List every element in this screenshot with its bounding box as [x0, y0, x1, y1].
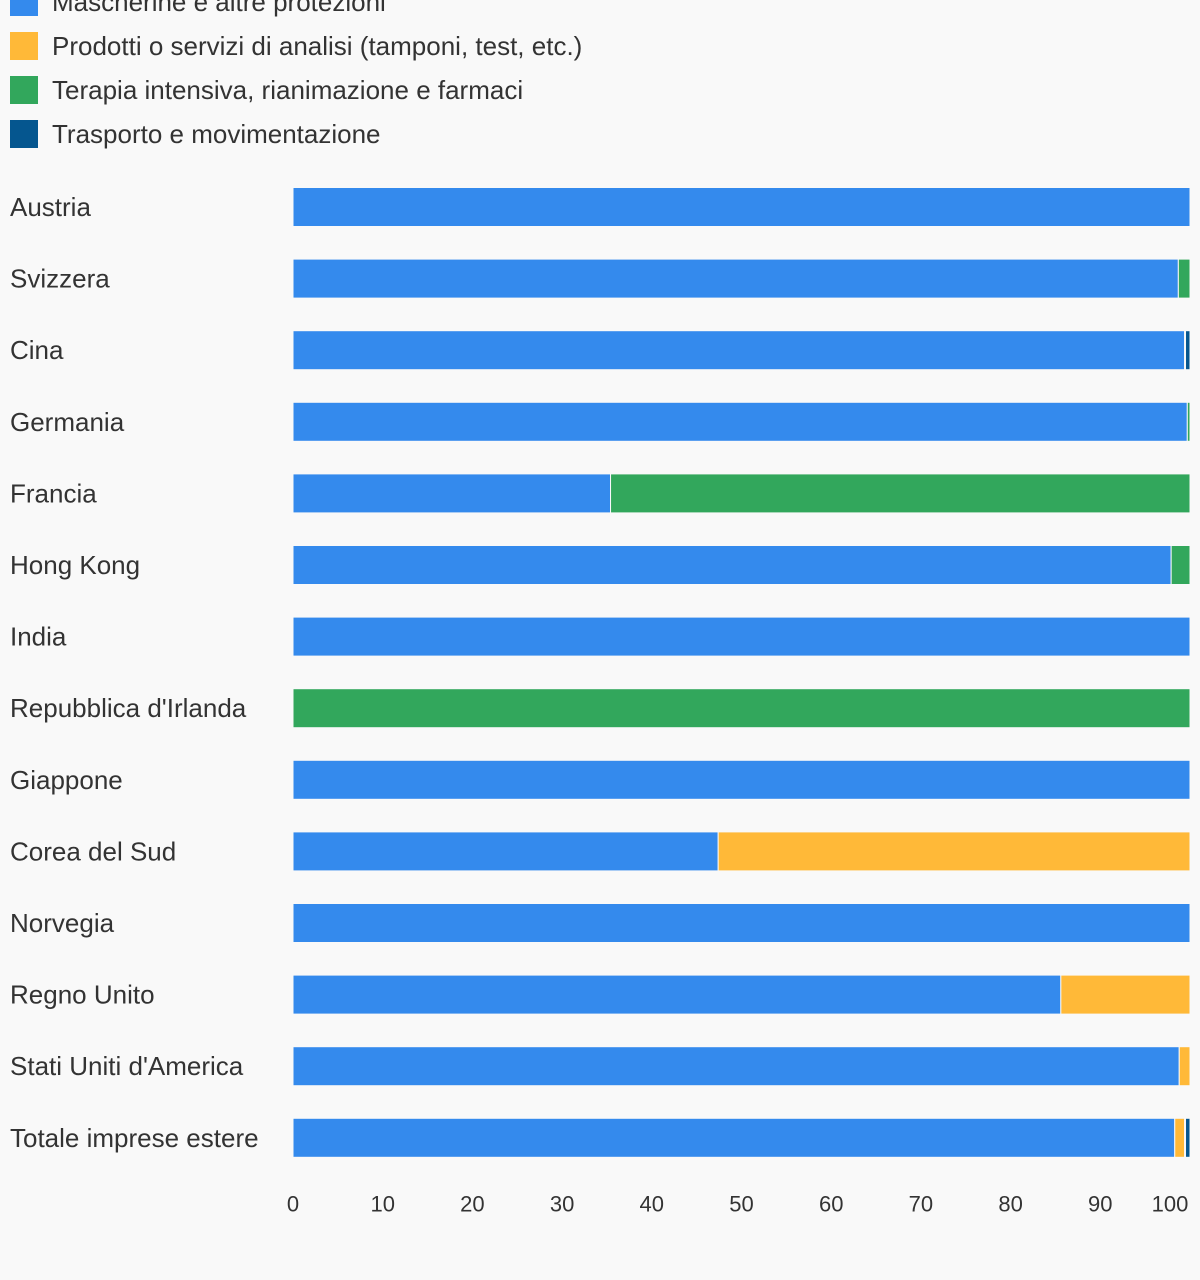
- category-label-hong-kong: Hong Kong: [10, 550, 140, 580]
- bar-hong-kong-series-1[interactable]: [292, 545, 1172, 585]
- bar-corea-del-sud-series-1[interactable]: [292, 831, 719, 872]
- bars: [292, 187, 1191, 1158]
- legend-label-3[interactable]: Terapia intensiva, rianimazione e farmac…: [52, 75, 523, 105]
- category-label-regno-unito: Regno Unito: [10, 980, 155, 1010]
- x-axis: 0 10 20 30 40 50 60 70 80 90 100: [287, 1192, 1188, 1217]
- x-tick-label-40: 40: [640, 1192, 664, 1217]
- bar-cina-series-1[interactable]: [292, 330, 1186, 371]
- bar-svizzera-series-3[interactable]: [1177, 258, 1191, 299]
- bar-regno-unito-series-2[interactable]: [1060, 974, 1191, 1015]
- bar-germania-series-3[interactable]: [1186, 401, 1191, 442]
- category-label-totale-imprese-estere: Totale imprese estere: [10, 1123, 259, 1153]
- category-label-cina: Cina: [10, 335, 64, 365]
- bar-austria-series-1[interactable]: [292, 187, 1191, 227]
- legend-label-2[interactable]: Prodotti o servizi di analisi (tamponi, …: [52, 31, 582, 61]
- bar-india-series-1[interactable]: [292, 616, 1191, 657]
- x-tick-label-30: 30: [550, 1192, 574, 1217]
- bar-cina-series-4[interactable]: [1185, 330, 1191, 371]
- category-label-repubblica-d-irlanda: Repubblica d'Irlanda: [10, 693, 247, 723]
- legend-label-4[interactable]: Trasporto e movimentazione: [52, 119, 381, 149]
- category-label-india: India: [10, 622, 67, 652]
- x-tick-label-90: 90: [1088, 1192, 1112, 1217]
- legend: Mascherine e altre protezioni Prodotti o …: [10, 0, 582, 149]
- bar-totale-imprese-estere-series-4[interactable]: [1185, 1117, 1191, 1158]
- x-tick-label-20: 20: [460, 1192, 484, 1217]
- bar-norvegia-series-1[interactable]: [292, 903, 1191, 943]
- category-label-germania: Germania: [10, 407, 125, 437]
- category-label-francia: Francia: [10, 478, 97, 508]
- legend-label-1[interactable]: Mascherine e altre protezioni: [52, 0, 386, 17]
- bar-giappone-series-1[interactable]: [292, 759, 1191, 800]
- category-label-norvegia: Norvegia: [10, 908, 115, 938]
- x-tick-label-0: 0: [287, 1192, 299, 1217]
- bar-francia-series-3[interactable]: [610, 473, 1191, 514]
- category-label-austria: Austria: [10, 192, 91, 222]
- bar-francia-series-1[interactable]: [292, 473, 612, 514]
- legend-swatch-4: [10, 120, 38, 148]
- legend-swatch-3: [10, 76, 38, 104]
- bar-svizzera-series-1[interactable]: [292, 258, 1179, 299]
- category-label-corea-del-sud: Corea del Sud: [10, 836, 176, 866]
- x-tick-label-60: 60: [819, 1192, 843, 1217]
- x-tick-label-70: 70: [909, 1192, 933, 1217]
- x-tick-label-80: 80: [998, 1192, 1022, 1217]
- bar-corea-del-sud-series-2[interactable]: [717, 831, 1191, 872]
- category-label-svizzera: Svizzera: [10, 264, 110, 294]
- legend-swatch-1: [10, 0, 38, 16]
- x-tick-label-10: 10: [370, 1192, 394, 1217]
- legend-swatch-2: [10, 32, 38, 60]
- bar-totale-imprese-estere-series-2[interactable]: [1174, 1117, 1186, 1158]
- category-label-giappone: Giappone: [10, 765, 123, 795]
- bar-stati-uniti-d-america-series-2[interactable]: [1178, 1046, 1191, 1087]
- bar-germania-series-1[interactable]: [292, 401, 1188, 442]
- bar-repubblica-d-irlanda-series-3[interactable]: [292, 688, 1191, 729]
- bar-totale-imprese-estere-series-1[interactable]: [292, 1117, 1176, 1158]
- bar-hong-kong-series-3[interactable]: [1170, 545, 1191, 585]
- x-tick-label-100: 100: [1152, 1192, 1189, 1217]
- category-labels: Austria Svizzera Cina Germania Francia Hong K…: [10, 192, 259, 1153]
- bar-regno-unito-series-1[interactable]: [292, 974, 1062, 1015]
- bar-stati-uniti-d-america-series-1[interactable]: [292, 1046, 1180, 1087]
- x-tick-label-50: 50: [729, 1192, 753, 1217]
- category-label-stati-uniti-d-america: Stati Uniti d'America: [10, 1051, 244, 1081]
